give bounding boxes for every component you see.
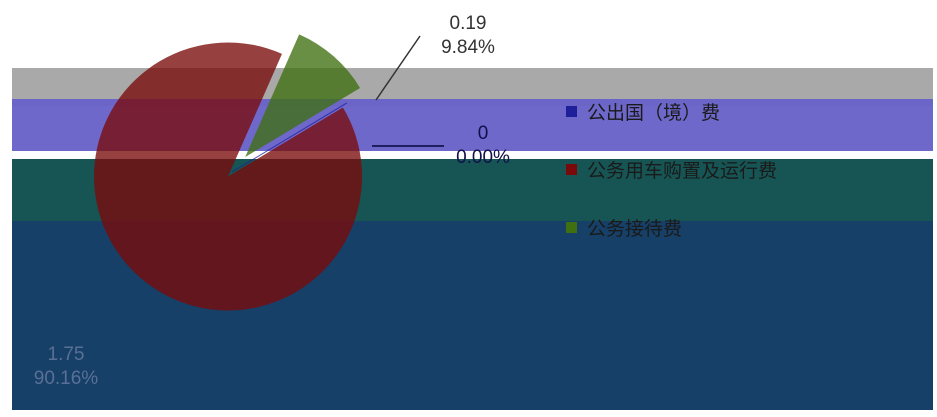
legend-item-gongwu-jiedai: 公务接待费 bbox=[566, 212, 777, 242]
data-label-gongwu-yongche-value: 1.75 bbox=[47, 344, 85, 365]
data-label-gongchu-guojing-percent: 0.00% bbox=[456, 147, 510, 168]
legend-item-gongchu-guojing: 公出国（境）费 bbox=[566, 96, 777, 126]
pie-slice-gongwu-jiedai bbox=[245, 34, 361, 157]
legend-item-gongwu-yongche: 公务用车购置及运行费 bbox=[566, 154, 777, 184]
chart-legend: 公出国（境）费 公务用车购置及运行费 公务接待费 bbox=[566, 96, 777, 270]
legend-swatch-gongwu-jiedai bbox=[566, 221, 577, 233]
legend-label-gongwu-jiedai: 公务接待费 bbox=[587, 217, 683, 240]
legend-swatch-gongwu-yongche bbox=[566, 163, 577, 175]
legend-label-gongwu-yongche: 公务用车购置及运行费 bbox=[587, 159, 778, 182]
legend-label-gongchu-guojing: 公出国（境）费 bbox=[587, 101, 721, 124]
data-label-gongwu-jiedai-value: 0.19 bbox=[449, 13, 487, 34]
pie-slice-gongchu-guojing bbox=[231, 102, 348, 173]
data-label-gongchu-guojing-value: 0 bbox=[477, 123, 489, 144]
leader-line-gongwu-jiedai bbox=[375, 35, 421, 101]
pie-slice-gongwu-yongche bbox=[94, 42, 363, 311]
data-label-gongwu-yongche-percent: 90.16% bbox=[33, 368, 99, 389]
data-label-gongwu-jiedai: 0.19 9.84% bbox=[432, 12, 504, 60]
data-label-gongwu-yongche: 1.75 90.16% bbox=[26, 343, 106, 391]
data-label-gongchu-guojing: 0 0.00% bbox=[446, 122, 520, 170]
legend-swatch-gongchu-guojing bbox=[566, 105, 577, 117]
data-label-gongwu-jiedai-percent: 9.84% bbox=[441, 37, 495, 58]
